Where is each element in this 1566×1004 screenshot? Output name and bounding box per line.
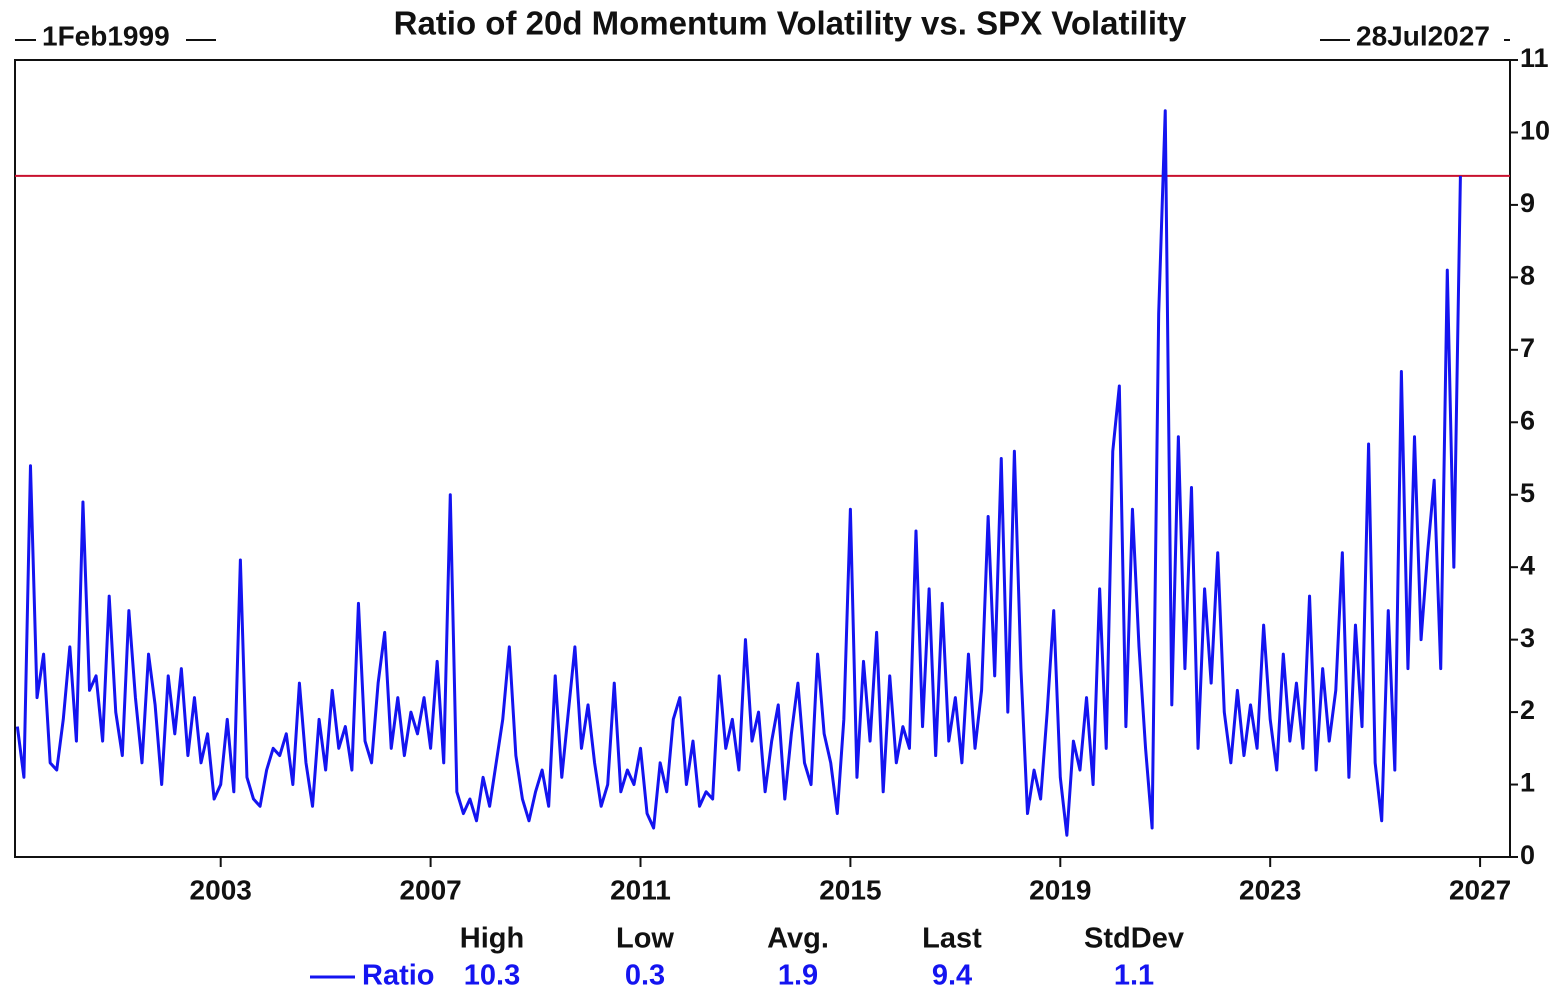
y-tick-label: 3 (1520, 623, 1535, 653)
y-tick-label: 2 (1520, 695, 1535, 725)
plot-frame (14, 59, 1511, 858)
x-tick-label: 2019 (1029, 874, 1091, 905)
x-tick-label: 2023 (1239, 874, 1301, 905)
legend-label: Ratio (362, 960, 435, 992)
y-tick-label: 4 (1520, 550, 1535, 580)
stat-value: 1.1 (1114, 960, 1154, 992)
y-tick-label: 9 (1520, 188, 1535, 218)
stat-value: 10.3 (464, 960, 520, 992)
stat-header: Low (616, 923, 674, 955)
data-line (15, 109, 1462, 837)
x-tick-label: 2015 (819, 874, 881, 905)
x-tick-label: 2003 (190, 874, 252, 905)
y-tick-label: 0 (1520, 840, 1535, 870)
stat-header: StdDev (1084, 923, 1184, 955)
stat-value: 9.4 (932, 960, 972, 992)
y-tick-label: 10 (1520, 116, 1550, 146)
y-tick-label: 11 (1520, 43, 1549, 73)
y-tick-label: 1 (1520, 768, 1535, 798)
y-tick-label: 7 (1520, 333, 1535, 363)
x-tick-label: 2011 (610, 874, 671, 905)
stat-header: Avg. (767, 923, 829, 955)
y-tick-label: 5 (1520, 478, 1535, 508)
start-label: 1Feb1999 (42, 20, 170, 51)
chart-title: Ratio of 20d Momentum Volatility vs. SPX… (394, 5, 1187, 42)
stat-header: Last (922, 923, 982, 955)
stat-value: 1.9 (778, 960, 818, 992)
x-tick-label: 2007 (399, 874, 461, 905)
stat-value: 0.3 (625, 960, 665, 992)
stat-header: High (460, 923, 524, 955)
end-label: 28Jul2027 (1356, 20, 1490, 51)
x-tick-label: 2027 (1449, 874, 1511, 905)
y-tick-label: 6 (1520, 405, 1535, 435)
y-tick-label: 8 (1520, 260, 1535, 290)
